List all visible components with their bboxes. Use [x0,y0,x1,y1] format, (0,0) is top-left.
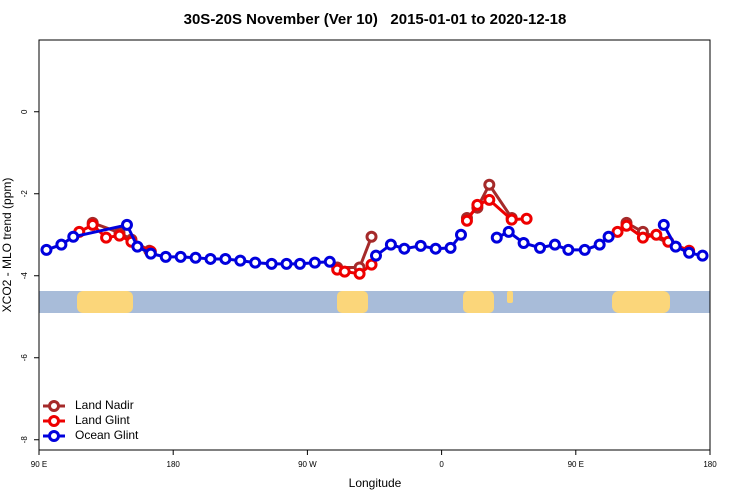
point [620,219,633,232]
point [429,242,442,255]
legend-marker [48,400,60,412]
land-patch [463,291,494,313]
point [189,251,202,264]
point [131,240,144,253]
y-tick-label: -6 [20,354,29,362]
point [100,231,113,244]
point [520,212,533,225]
point [113,229,126,242]
point [414,239,427,252]
point [483,193,496,206]
x-tick-label: 90 W [298,460,317,469]
ocean-band [39,291,710,313]
point [593,238,606,251]
point [502,225,515,238]
point [323,255,336,268]
x-tick-label: 90 E [568,460,584,469]
point [696,249,709,262]
point [308,256,321,269]
point [562,243,575,256]
point [369,249,382,262]
point [338,265,351,278]
point [384,238,397,251]
point [67,230,80,243]
y-tick-label: -2 [20,190,29,198]
point [669,240,682,253]
series-line [78,198,690,276]
point [55,238,68,251]
point [219,252,232,265]
legend-marker [48,430,60,442]
point [611,225,624,238]
point [548,238,561,251]
point [460,214,473,227]
point [505,213,518,226]
y-tick-label: 0 [20,109,29,114]
point [602,230,615,243]
point [40,243,53,256]
point [650,228,663,241]
legend-label: Land Nadir [75,398,134,412]
point [204,252,217,265]
legend-marker [48,415,60,427]
point [159,250,172,263]
point [636,231,649,244]
land-patch [612,291,670,313]
point [444,241,457,254]
land-patch [507,291,513,303]
point [483,178,496,191]
x-tick-label: 180 [167,460,181,469]
land-patch [337,291,368,313]
plot-frame [38,39,711,451]
point [144,247,157,260]
point [490,231,503,244]
chart-title: 30S-20S November (Ver 10) 2015-01-01 to … [184,11,567,28]
point [398,242,411,255]
point [234,254,247,267]
point [265,257,278,270]
x-tick-label: 180 [703,460,717,469]
point [293,257,306,270]
y-tick-label: -4 [20,272,29,280]
x-axis-label: Longitude [349,476,402,490]
point [174,250,187,263]
y-axis-label: XCO2 - MLO trend (ppm) [0,178,14,313]
point [365,258,378,271]
land-patch [77,291,133,313]
x-tick-label: 90 E [31,460,47,469]
point [280,257,293,270]
land-ocean-strip [39,291,710,313]
point [471,198,484,211]
x-tick-label: 0 [439,460,444,469]
point [249,256,262,269]
legend-label: Land Glint [75,413,130,427]
point [353,267,366,280]
point [454,228,467,241]
point [657,218,670,231]
point [683,246,696,259]
point [517,236,530,249]
point [578,243,591,256]
legend-label: Ocean Glint [75,428,139,442]
point [534,241,547,254]
point [86,218,99,231]
point [120,218,133,231]
y-tick-label: -8 [20,436,29,444]
point [365,230,378,243]
